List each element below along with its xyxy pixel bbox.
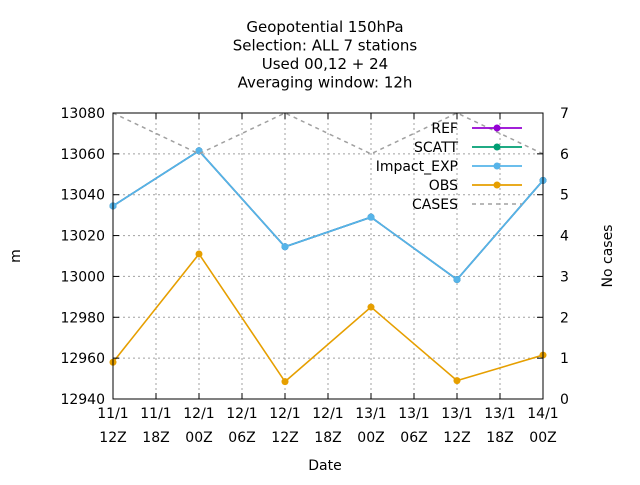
legend-item-cases: CASES	[412, 197, 522, 213]
y2-tick-label: 1	[560, 351, 569, 367]
plot-series	[109, 112, 547, 386]
legend: REF SCATT Impact_EXP OBS CASES	[376, 121, 522, 213]
x-tick-label-hour: 06Z	[400, 430, 427, 446]
x-tick-label-hour: 18Z	[314, 430, 341, 446]
x-tick-label-hour: 18Z	[486, 430, 513, 446]
x-tick-label-date: 13/1	[484, 406, 515, 422]
title-line: Geopotential 150hPa	[246, 18, 403, 36]
x-tick-label-date: 11/1	[140, 406, 171, 422]
y-tick-label: 13060	[60, 147, 105, 163]
legend-swatch-point	[493, 162, 501, 170]
y-tick-label: 13020	[60, 229, 105, 245]
x-tick-label-date: 12/1	[226, 406, 257, 422]
legend-swatch-point	[493, 181, 501, 189]
grid	[113, 113, 543, 399]
x-tick-label-date: 13/1	[355, 406, 386, 422]
y-tick-label: 12940	[60, 392, 105, 408]
series-impact-exp	[109, 147, 547, 283]
x-tick-label-hour: 06Z	[228, 430, 255, 446]
legend-swatch-point	[493, 143, 501, 151]
y-tick-label: 12960	[60, 351, 105, 367]
x-tick-label-date: 12/1	[269, 406, 300, 422]
legend-label: OBS	[429, 178, 458, 194]
y2-tick-label: 6	[560, 147, 569, 163]
x-tick-label-date: 13/1	[441, 406, 472, 422]
y2-axis-label: No cases	[600, 225, 616, 288]
title-line: Averaging window: 12h	[238, 74, 413, 92]
y-axis-ticks: 12940 12960 12980 13000 13020 13040 13060 13080	[60, 106, 543, 408]
data-point-impact-exp	[453, 275, 461, 283]
x-tick-label-date: 14/1	[527, 406, 558, 422]
y2-tick-label: 4	[560, 229, 569, 245]
y2-tick-label: 2	[560, 310, 569, 326]
legend-label: CASES	[412, 197, 458, 213]
title-line: Selection: ALL 7 stations	[233, 37, 418, 55]
y-tick-label: 12980	[60, 310, 105, 326]
series-line-ref	[112, 149, 544, 281]
series-ref	[109, 147, 547, 283]
x-tick-label-hour: 18Z	[142, 430, 169, 446]
y2-tick-label: 3	[560, 269, 569, 285]
y2-axis-ticks: 0 1 2 3 4 5 6 7	[560, 106, 569, 408]
y2-tick-label: 7	[560, 106, 569, 122]
data-point-obs	[453, 377, 461, 385]
legend-label: SCATT	[414, 140, 458, 156]
legend-label: REF	[431, 121, 458, 137]
x-axis-ticks: 11/1 12Z 11/1 18Z 12/1 00Z 12/1 06Z 12/1 12Z 12/1 1…	[97, 113, 559, 446]
data-point-obs	[367, 303, 375, 311]
plot-frame	[112, 112, 544, 400]
data-point-impact-exp	[367, 213, 375, 221]
y-tick-label: 13080	[60, 106, 105, 122]
x-tick-label-hour: 12Z	[443, 430, 470, 446]
x-tick-label-hour: 00Z	[185, 430, 212, 446]
x-tick-label-date: 11/1	[97, 406, 128, 422]
y2-tick-label: 5	[560, 188, 569, 204]
legend-swatch-point	[493, 124, 501, 132]
x-tick-label-date: 12/1	[183, 406, 214, 422]
x-axis-label: Date	[308, 458, 341, 474]
x-tick-label-date: 12/1	[312, 406, 343, 422]
data-point-obs	[281, 378, 289, 386]
x-tick-label-hour: 12Z	[271, 430, 298, 446]
legend-label: Impact_EXP	[376, 159, 458, 175]
x-tick-label-hour: 00Z	[529, 430, 556, 446]
y2-tick-label: 0	[560, 392, 569, 408]
y-tick-label: 13040	[60, 188, 105, 204]
series-line-obs	[112, 252, 544, 383]
legend-item-scatt: SCATT	[414, 140, 522, 156]
series-scatt	[109, 147, 547, 283]
series-line-impact-exp	[112, 149, 544, 281]
legend-item-obs: OBS	[429, 178, 522, 194]
data-point-obs	[195, 250, 203, 258]
title-line: Used 00,12 + 24	[262, 55, 388, 73]
x-tick-label-hour: 00Z	[357, 430, 384, 446]
legend-item-ref: REF	[431, 121, 522, 137]
x-tick-label-hour: 12Z	[99, 430, 126, 446]
series-line-scatt	[112, 149, 544, 281]
y-tick-label: 13000	[60, 269, 105, 285]
legend-item-impact-exp: Impact_EXP	[376, 159, 522, 175]
series-obs	[109, 250, 547, 386]
data-point-impact-exp	[281, 243, 289, 251]
x-tick-label-date: 13/1	[398, 406, 429, 422]
y-axis-label: m	[8, 249, 24, 263]
